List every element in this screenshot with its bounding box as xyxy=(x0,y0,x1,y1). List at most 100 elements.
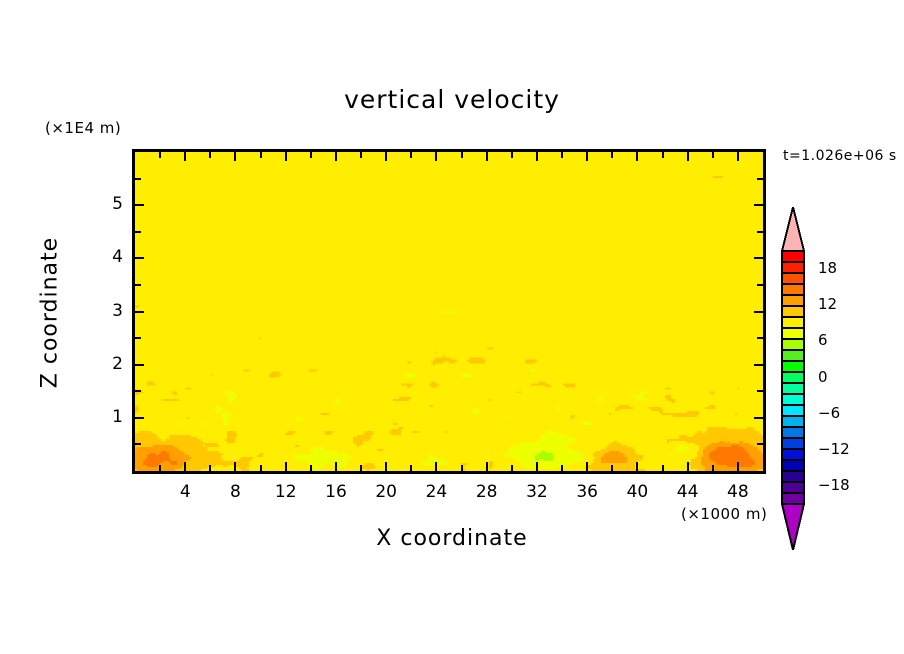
colorbar-tick-label: 0 xyxy=(818,367,828,386)
y-axis-tick xyxy=(135,230,141,233)
y-axis-tick xyxy=(754,204,763,207)
x-axis-tick xyxy=(636,462,639,471)
y-axis-tick xyxy=(135,204,144,207)
x-axis-tick xyxy=(435,462,438,471)
x-axis-tick xyxy=(460,152,463,158)
x-axis-tick xyxy=(736,152,739,161)
y-axis-tick-label: 4 xyxy=(112,247,123,268)
x-axis-tick-label: 8 xyxy=(230,482,241,502)
y-axis-tick xyxy=(757,390,763,393)
x-axis-tick xyxy=(284,152,287,161)
y-axis-tick xyxy=(757,337,763,340)
x-axis-tick xyxy=(535,152,538,161)
x-axis-tick-label: 20 xyxy=(375,482,397,502)
x-axis-tick xyxy=(686,462,689,471)
y-axis-tick xyxy=(135,337,141,340)
y-axis-tick-label: 3 xyxy=(112,300,123,321)
y-axis-tick xyxy=(135,363,144,366)
axis-frame-left xyxy=(132,149,135,474)
x-axis-tick-label: 48 xyxy=(727,482,749,502)
y-axis-tick xyxy=(754,416,763,419)
x-axis-tick-label: 36 xyxy=(576,482,598,502)
y-axis-unit-label: (×1E4 m) xyxy=(45,119,122,137)
y-axis-tick xyxy=(757,230,763,233)
y-axis-tick xyxy=(754,257,763,260)
x-axis-tick xyxy=(510,465,513,471)
x-axis-tick xyxy=(334,462,337,471)
x-axis-tick xyxy=(360,152,363,158)
x-axis-tick xyxy=(234,152,237,161)
x-axis-tick-label: 12 xyxy=(274,482,297,502)
y-axis-label: Z coordinate xyxy=(37,236,63,389)
x-axis-tick xyxy=(661,152,664,158)
y-axis-tick-label: 5 xyxy=(112,194,123,215)
contour-plot-area xyxy=(135,152,763,471)
x-axis-tick xyxy=(611,152,614,158)
x-axis-tick xyxy=(561,465,564,471)
x-axis-tick xyxy=(510,152,513,158)
x-axis-tick xyxy=(460,465,463,471)
x-axis-tick xyxy=(586,462,589,471)
x-axis-tick-label: 28 xyxy=(475,482,498,502)
x-axis-tick-label: 16 xyxy=(325,482,347,502)
colorbar-tick-label: 12 xyxy=(818,295,838,314)
axis-frame-right xyxy=(763,149,766,474)
x-axis-tick xyxy=(561,152,564,158)
x-axis-tick xyxy=(209,152,212,158)
x-axis-tick xyxy=(209,465,212,471)
y-axis-tick xyxy=(757,283,763,286)
x-axis-label: X coordinate xyxy=(376,526,528,551)
x-axis-tick xyxy=(385,462,388,471)
x-axis-tick xyxy=(736,462,739,471)
x-axis-tick xyxy=(334,152,337,161)
y-axis-tick xyxy=(135,443,141,446)
y-axis-tick xyxy=(135,416,144,419)
x-axis-tick xyxy=(535,462,538,471)
x-axis-tick xyxy=(184,462,187,471)
x-axis-tick xyxy=(309,465,312,471)
colorbar: 18 12 6 0 −6 −12 −18 xyxy=(778,205,898,551)
x-axis-tick xyxy=(410,465,413,471)
colorbar-tick-label: 18 xyxy=(818,259,838,278)
y-axis-tick xyxy=(135,283,141,286)
page-title: vertical velocity xyxy=(344,85,560,114)
x-axis-tick xyxy=(234,462,237,471)
axis-frame-bottom xyxy=(133,471,766,474)
x-axis-tick xyxy=(159,152,162,158)
x-axis-tick xyxy=(485,462,488,471)
x-axis-tick-label: 4 xyxy=(179,482,191,502)
y-axis-tick-label: 2 xyxy=(112,353,123,374)
x-axis-tick xyxy=(184,152,187,161)
x-axis-tick xyxy=(259,465,262,471)
x-axis-tick-label: 32 xyxy=(526,482,548,502)
x-axis-tick xyxy=(259,152,262,158)
x-axis-tick xyxy=(309,152,312,158)
x-axis-tick xyxy=(410,152,413,158)
x-axis-tick-label: 24 xyxy=(425,482,448,502)
x-axis-tick xyxy=(360,465,363,471)
x-axis-tick xyxy=(636,152,639,161)
colorbar-tick-label: 6 xyxy=(818,331,828,350)
y-axis-tick xyxy=(135,257,144,260)
y-axis-tick xyxy=(757,443,763,446)
x-axis-tick xyxy=(385,152,388,161)
x-axis-unit-label: (×1000 m) xyxy=(681,505,768,523)
timestamp-annotation: t=1.026e+06 s xyxy=(783,148,897,164)
x-axis-tick xyxy=(711,465,714,471)
y-axis-tick xyxy=(135,177,141,180)
y-axis-tick xyxy=(754,310,763,313)
y-axis-tick xyxy=(757,177,763,180)
x-axis-tick xyxy=(435,152,438,161)
x-axis-tick xyxy=(711,152,714,158)
axis-frame-top xyxy=(133,149,766,152)
x-axis-tick xyxy=(686,152,689,161)
x-axis-tick xyxy=(661,465,664,471)
x-axis-tick xyxy=(611,465,614,471)
x-axis-tick xyxy=(586,152,589,161)
x-axis-tick xyxy=(485,152,488,161)
y-axis-tick xyxy=(754,363,763,366)
x-axis-tick xyxy=(284,462,287,471)
colorbar-tick-label: −12 xyxy=(818,439,850,458)
x-axis-tick-label: 40 xyxy=(626,482,649,502)
colorbar-tick-label: −18 xyxy=(818,475,850,494)
